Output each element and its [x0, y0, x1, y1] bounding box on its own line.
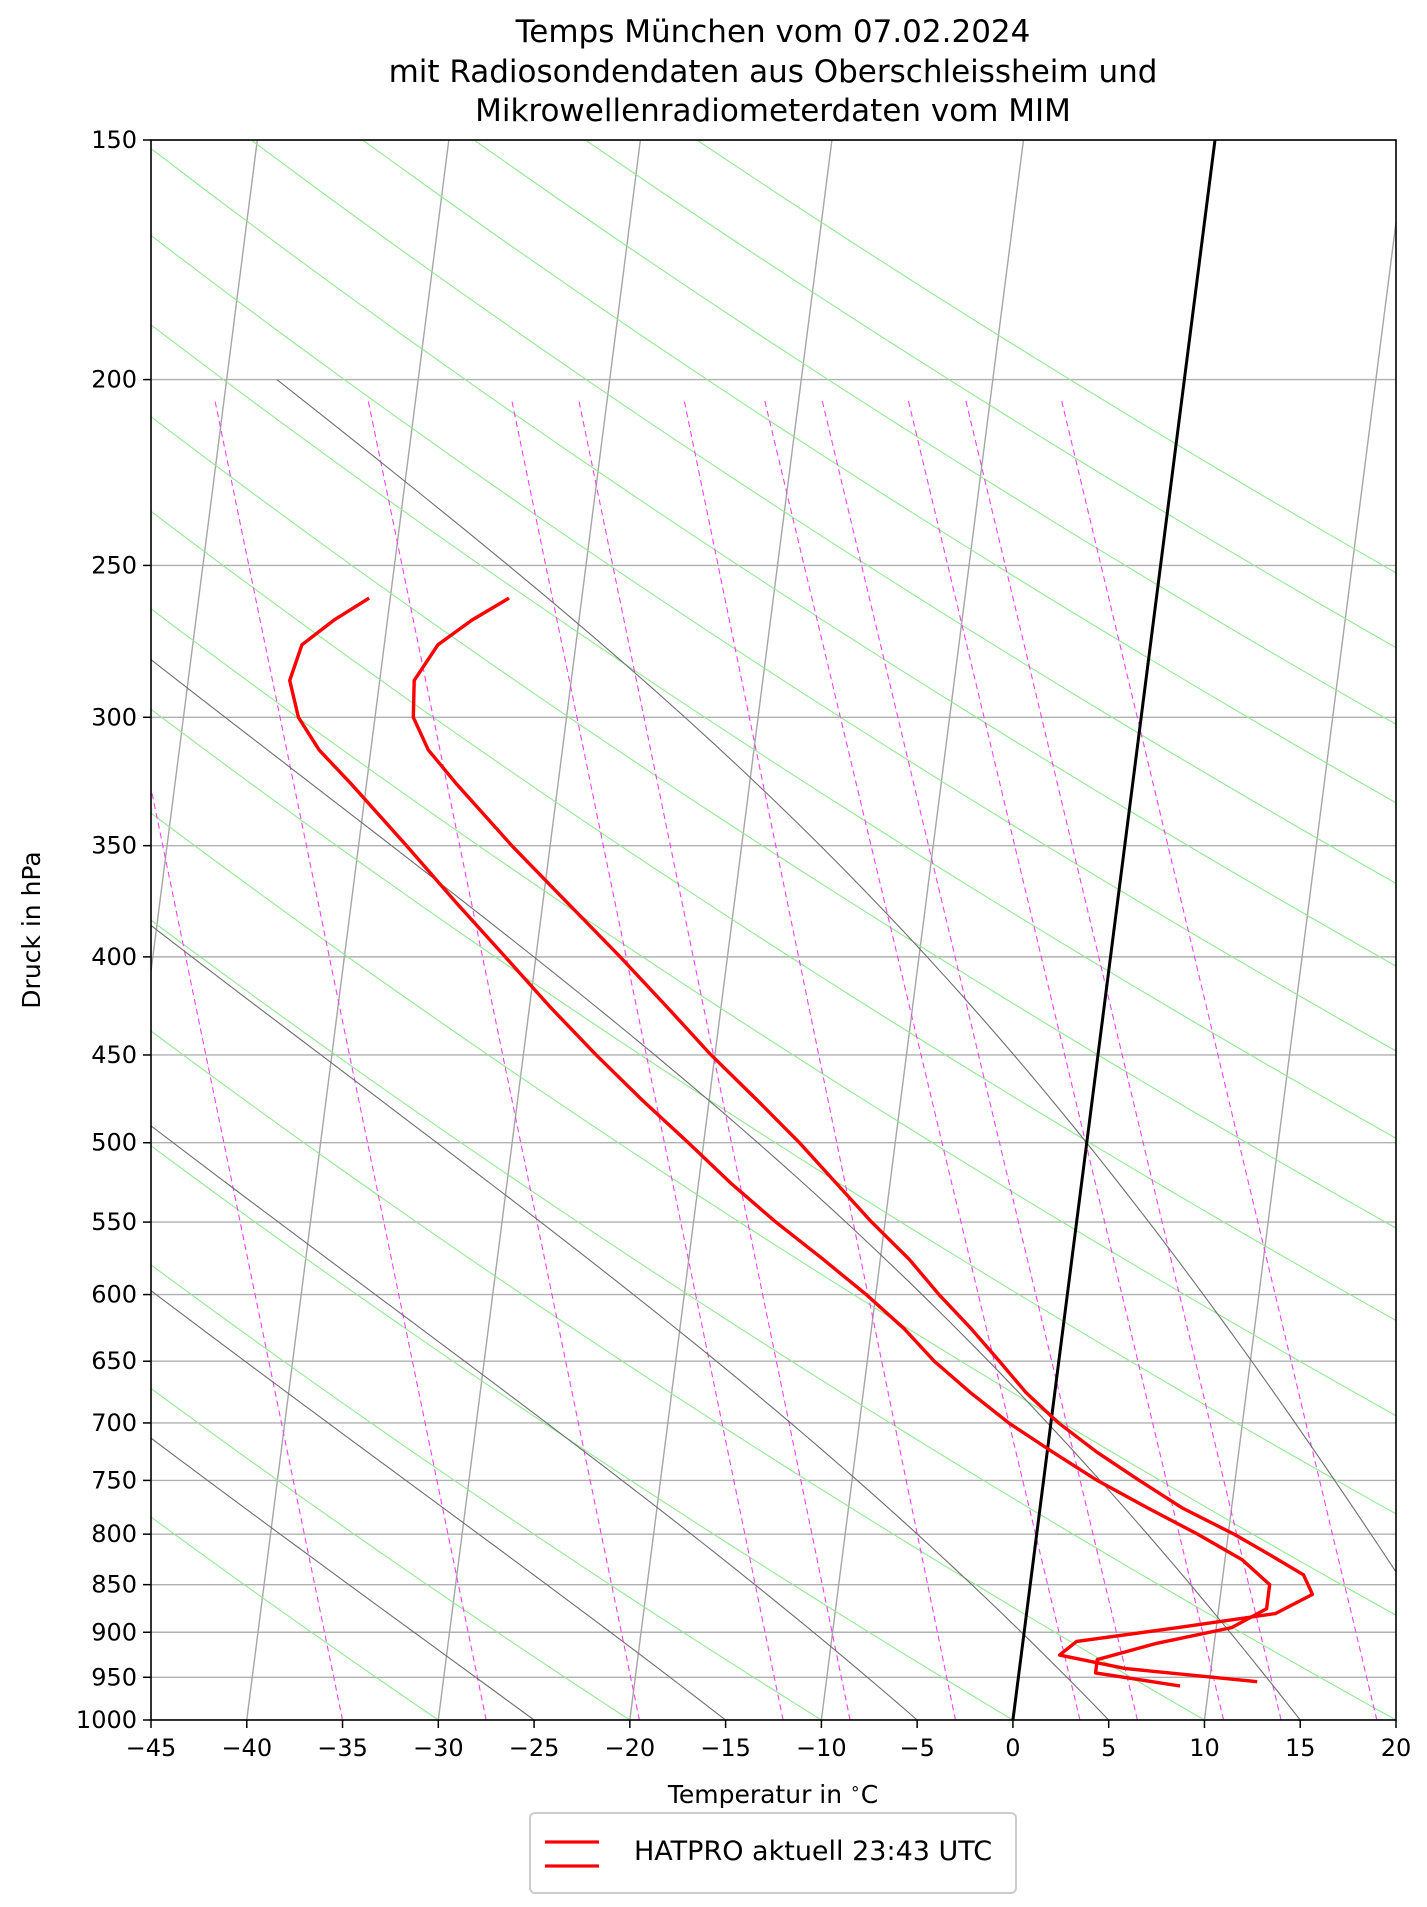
- dry-adiabat-line: [250, 140, 1396, 885]
- mixing-ratio-line: [151, 785, 344, 1720]
- dry-adiabat-line: [151, 1030, 1205, 1720]
- x-tick-label: −25: [509, 1734, 560, 1762]
- x-tick-label: −20: [605, 1734, 656, 1762]
- dry-adiabat-line: [151, 1516, 439, 1720]
- y-tick-label: 400: [91, 943, 137, 971]
- isotherm-line: [820, 140, 1025, 1720]
- isotherm-line: [246, 140, 450, 1720]
- x-tick-label: −30: [413, 1734, 464, 1762]
- legend: HATPRO aktuell 23:43 UTC: [529, 1812, 1017, 1894]
- x-tick-label: −5: [899, 1734, 934, 1762]
- mixing-ratio-line: [965, 400, 1282, 1720]
- x-axis-label: Temperatur in ∘C: [667, 1779, 878, 1809]
- mixing-ratio-line: [764, 400, 1081, 1720]
- moist-adiabat-line: [151, 659, 1301, 1720]
- x-tick-label: −15: [700, 1734, 751, 1762]
- dry-adiabat-line: [473, 140, 1396, 725]
- y-tick-label: 1000: [76, 1706, 137, 1734]
- chart-title: Temps München vom 07.02.2024 mit Radioso…: [389, 14, 1158, 129]
- mixing-ratio-lines: [151, 400, 1378, 1720]
- mixing-ratio-line: [1060, 400, 1378, 1720]
- x-tick-label: −45: [126, 1734, 177, 1762]
- title-line-1: Temps München vom 07.02.2024: [515, 14, 1031, 50]
- y-tick-label: 350: [91, 832, 137, 860]
- isotherm-line: [1395, 1714, 1396, 1720]
- y-tick-label: 750: [91, 1466, 137, 1494]
- x-tick-label: −35: [317, 1734, 368, 1762]
- mixing-ratio-line: [907, 400, 1225, 1720]
- plot-area: [151, 140, 1396, 1720]
- dry-adiabat-line: [585, 140, 1396, 649]
- dry-adiabat-line: [151, 812, 1396, 1616]
- mixing-ratio-line: [683, 400, 956, 1720]
- isotherm-line: [629, 140, 833, 1720]
- y-axis: 1000 950 900 850 800 750 700 650 600 550 500 450 400…: [76, 126, 151, 1734]
- title-line-2: mit Radiosondendaten aus Oberschleisshei…: [389, 54, 1158, 90]
- x-tick-label: 5: [1101, 1734, 1116, 1762]
- dry-adiabat-line: [151, 416, 1396, 1229]
- dry-adiabat-line: [151, 1264, 822, 1720]
- y-tick-label: 300: [91, 703, 137, 731]
- series-line-2: [288, 596, 1272, 1688]
- dry-adiabat-line: [151, 1145, 1014, 1720]
- y-tick-label: 700: [91, 1409, 137, 1437]
- y-tick-label: 450: [91, 1041, 137, 1069]
- x-axis: −45 −40 −35 −30 −25 −20 −15 −10 −5 0 5 10 15 20: [126, 1720, 1412, 1762]
- y-tick-label: 950: [91, 1663, 137, 1691]
- y-tick-label: 650: [91, 1347, 137, 1375]
- mixing-ratio-line: [578, 400, 851, 1720]
- isotherm-line: [437, 140, 642, 1720]
- x-tick-label: −40: [221, 1734, 272, 1762]
- zero-isotherm-line: [1011, 140, 1217, 1720]
- dry-adiabat-line: [151, 1387, 631, 1720]
- title-line-3: Mikrowellenradiometerdaten vom MIM: [475, 93, 1071, 129]
- data-series: [288, 596, 1315, 1688]
- y-axis-label: Druck in hPa: [17, 851, 46, 1008]
- moist-adiabat-line: [151, 1437, 535, 1720]
- dry-adiabat-line: [151, 919, 1396, 1720]
- x-tick-label: 15: [1285, 1734, 1316, 1762]
- mixing-ratio-line: [214, 400, 487, 1720]
- series-line-1: [411, 596, 1315, 1684]
- isotherm-line: [1203, 216, 1396, 1720]
- y-tick-label: 550: [91, 1208, 137, 1236]
- y-tick-label: 150: [91, 126, 137, 154]
- pressure-gridlines: [151, 140, 1396, 1720]
- legend-swatch: [545, 1840, 599, 1868]
- dry-adiabat-line: [151, 147, 1396, 967]
- dry-adiabat-line: [362, 140, 1396, 804]
- mixing-ratio-line: [821, 400, 1138, 1720]
- dry-adiabat-line: [151, 234, 1396, 1052]
- y-tick-label: 500: [91, 1129, 137, 1157]
- dry-adiabat-line: [151, 608, 1396, 1417]
- moist-adiabat-line: [151, 1289, 726, 1720]
- mixing-ratio-line: [511, 400, 784, 1720]
- moist-adiabat-line: [276, 379, 1396, 1573]
- mixing-ratio-line: [367, 400, 640, 1720]
- moist-adiabat-line: [151, 924, 1110, 1720]
- x-tick-label: 10: [1189, 1734, 1220, 1762]
- dry-adiabat-line: [151, 708, 1396, 1515]
- zero-degree-isotherm: [1011, 140, 1217, 1720]
- moist-adiabat-lines: [151, 379, 1396, 1720]
- dry-adiabat-line: [696, 140, 1396, 574]
- moist-adiabat-line: [151, 1125, 918, 1720]
- y-tick-label: 250: [91, 551, 137, 579]
- y-tick-label: 800: [91, 1520, 137, 1548]
- plot-frame: [150, 139, 1397, 1721]
- legend-label: HATPRO aktuell 23:43 UTC: [634, 1836, 993, 1867]
- x-tick-label: 0: [1005, 1734, 1020, 1762]
- x-tick-label: 20: [1381, 1734, 1412, 1762]
- x-tick-label: −10: [796, 1734, 847, 1762]
- isotherm-lines: [151, 140, 1396, 1720]
- y-tick-label: 900: [91, 1618, 137, 1646]
- dry-adiabat-line: [151, 510, 1396, 1322]
- y-tick-label: 600: [91, 1281, 137, 1309]
- dry-adiabat-lines: [151, 140, 1396, 1720]
- dry-adiabat-line: [151, 324, 1396, 1139]
- y-tick-label: 850: [91, 1571, 137, 1599]
- y-tick-label: 200: [91, 366, 137, 394]
